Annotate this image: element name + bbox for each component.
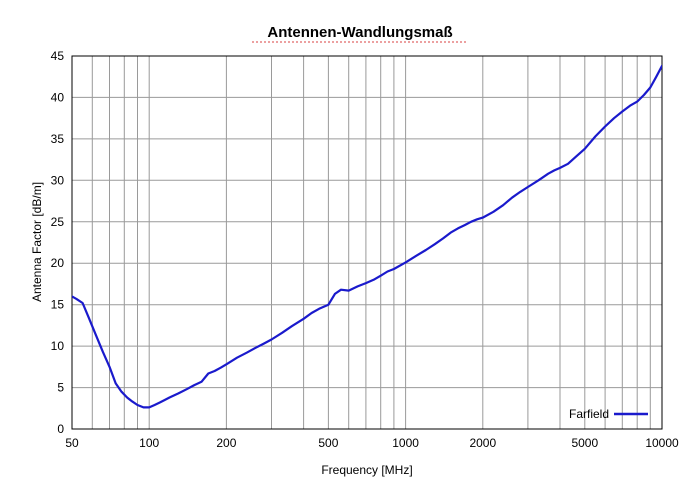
y-tick-label: 35 [51, 132, 65, 146]
y-tick-label: 5 [57, 381, 64, 395]
x-tick-label: 1000 [392, 436, 419, 450]
y-tick-label: 15 [51, 298, 65, 312]
x-tick-label: 10000 [645, 436, 679, 450]
plot-frame [71, 55, 663, 430]
plot-area [72, 56, 662, 429]
legend-label-farfield: Farfield [569, 407, 609, 421]
y-tick-label: 30 [51, 173, 65, 187]
y-tick-label: 45 [51, 49, 65, 63]
horizontal-gridlines [72, 96, 662, 389]
chart-title: Antennen-Wandlungsmaß [267, 24, 452, 41]
series-line-farfield [72, 64, 662, 409]
series-group [72, 64, 662, 409]
x-tick-label: 200 [216, 436, 236, 450]
x-axis-ticks: 50 100 200 500 1000 2000 5000 10000 [65, 436, 679, 450]
x-tick-label: 500 [318, 436, 338, 450]
y-axis-ticks: 0 5 10 15 20 25 30 35 40 45 [51, 49, 65, 436]
y-tick-label: 0 [57, 422, 64, 436]
x-axis-label: Frequency [MHz] [321, 463, 412, 477]
y-tick-label: 25 [51, 215, 65, 229]
y-tick-label: 10 [51, 339, 65, 353]
x-tick-label: 100 [139, 436, 159, 450]
x-tick-label: 5000 [571, 436, 598, 450]
y-tick-label: 40 [51, 90, 65, 104]
y-axis-label: Antenna Factor [dB/m] [30, 182, 44, 302]
x-tick-label: 2000 [469, 436, 496, 450]
legend: Farfield [569, 407, 648, 421]
x-tick-label: 50 [65, 436, 79, 450]
y-tick-label: 20 [51, 256, 65, 270]
vertical-gridlines [91, 56, 651, 429]
